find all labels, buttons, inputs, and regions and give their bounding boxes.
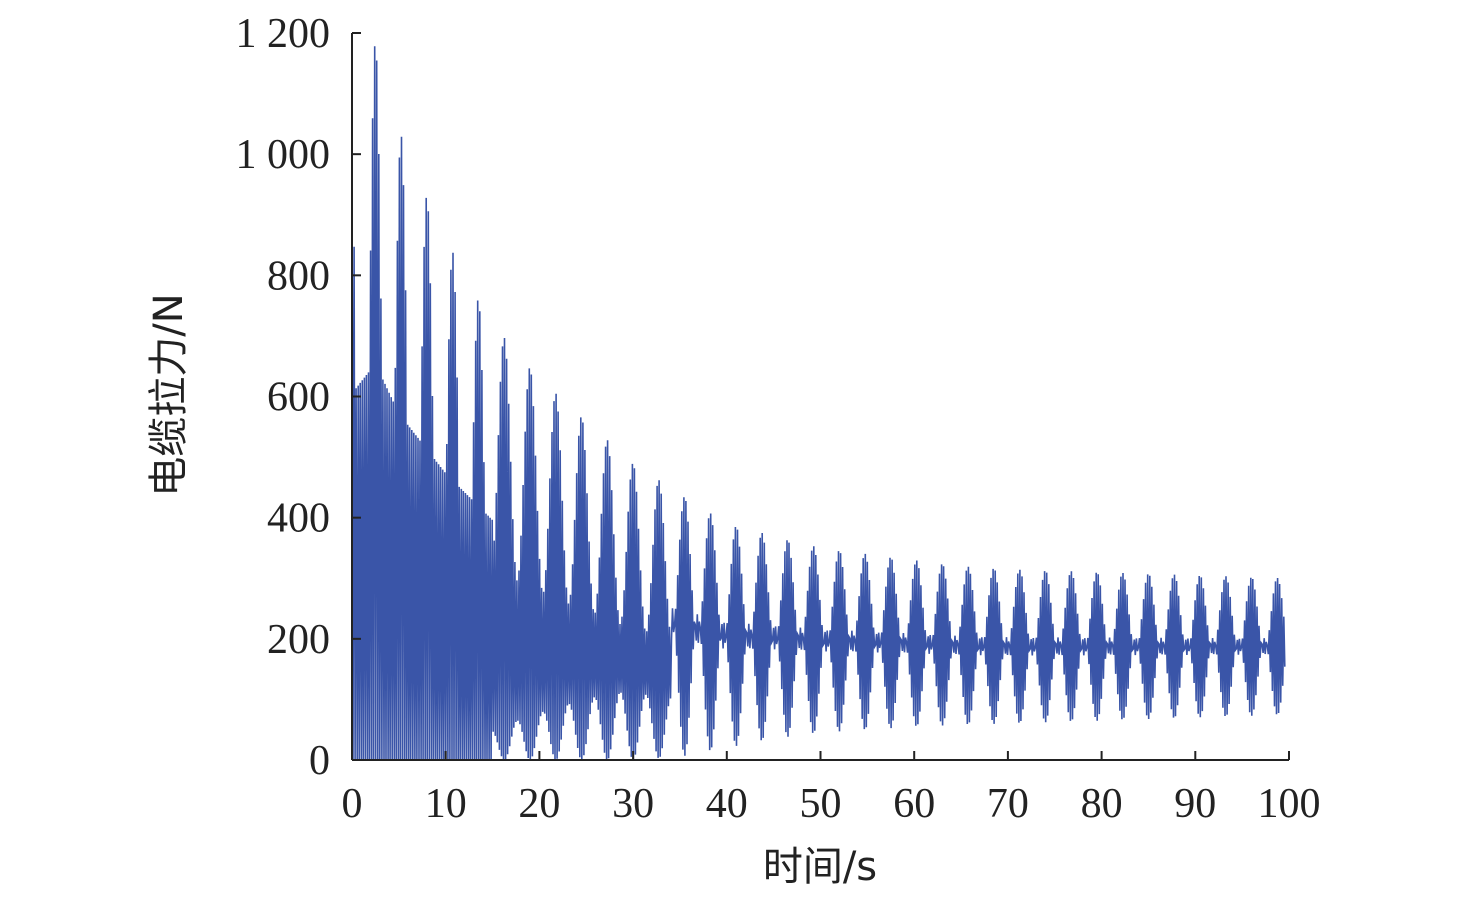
y-tick-label: 800 <box>267 253 330 299</box>
x-tick-label: 50 <box>800 781 842 827</box>
x-tick-label: 10 <box>425 781 467 827</box>
x-tick-label: 20 <box>518 781 560 827</box>
y-tick-label: 0 <box>309 738 330 784</box>
x-tick-label: 30 <box>612 781 654 827</box>
x-tick-label: 70 <box>987 781 1029 827</box>
tension-signal-series <box>351 46 1286 761</box>
tension-line <box>351 46 1286 761</box>
y-tick-label: 600 <box>267 375 330 421</box>
x-tick-label: 60 <box>893 781 935 827</box>
x-tick-label: 100 <box>1258 781 1321 827</box>
x-tick-label: 0 <box>342 781 363 827</box>
y-tick-label: 200 <box>267 617 330 663</box>
x-tick-label: 80 <box>1081 781 1123 827</box>
y-axis-label: 电缆拉力/N <box>146 293 192 496</box>
y-tick-label: 1 000 <box>236 132 331 178</box>
y-tick-label: 1 200 <box>236 11 331 57</box>
x-tick-label: 40 <box>706 781 748 827</box>
x-axis-label: 时间/s <box>763 844 877 890</box>
y-tick-label: 400 <box>267 496 330 542</box>
x-tick-label: 90 <box>1174 781 1216 827</box>
